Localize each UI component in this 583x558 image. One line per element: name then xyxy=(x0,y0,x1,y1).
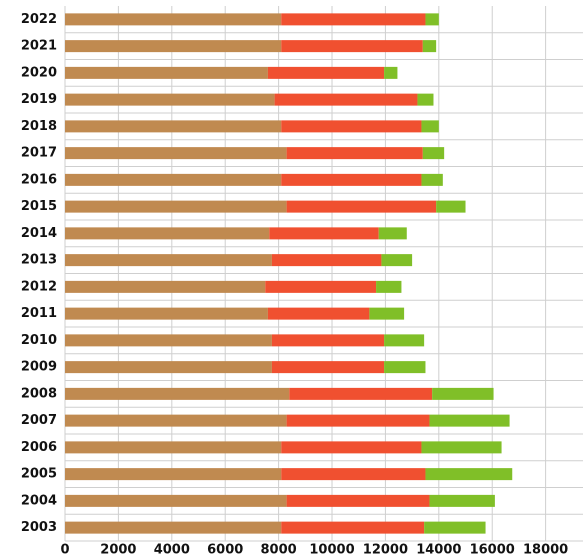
bar-segment xyxy=(422,147,445,160)
bar-segment xyxy=(436,200,466,213)
bar-segment xyxy=(429,494,495,507)
y-tick-label: 2018 xyxy=(21,119,57,134)
bar-segment xyxy=(65,254,272,267)
bar-segment xyxy=(286,147,423,160)
y-tick-label: 2009 xyxy=(21,360,57,375)
bar-segment xyxy=(422,40,437,53)
x-tick-label: 12000 xyxy=(363,543,408,558)
bar-segment xyxy=(65,521,282,534)
y-tick-label: 2013 xyxy=(21,253,57,268)
bar-segment xyxy=(281,468,426,481)
bar-segment xyxy=(424,521,486,534)
bar-segment xyxy=(384,66,398,79)
bar-segment xyxy=(267,307,370,320)
bar-segment xyxy=(369,307,405,320)
y-tick-label: 2003 xyxy=(21,520,57,535)
x-tick-label: 0 xyxy=(60,543,69,558)
y-tick-label: 2011 xyxy=(21,306,57,321)
bar-segment xyxy=(65,441,282,454)
bar-segment xyxy=(65,334,272,347)
bar-segment xyxy=(425,13,439,26)
y-tick-label: 2012 xyxy=(21,279,57,294)
bar-segment xyxy=(281,120,422,133)
bar-segment xyxy=(271,254,382,267)
bar-segment xyxy=(425,468,513,481)
y-tick-label: 2022 xyxy=(21,12,57,27)
bar-segment xyxy=(281,173,422,186)
y-tick-label: 2015 xyxy=(21,199,57,214)
bar-segment xyxy=(286,414,430,427)
bar-segment xyxy=(267,66,385,79)
bar-segment xyxy=(281,13,426,26)
y-tick-label: 2010 xyxy=(21,333,57,348)
bar-segment xyxy=(381,254,413,267)
y-tick-label: 2008 xyxy=(21,386,57,401)
y-tick-label: 2021 xyxy=(21,39,57,54)
y-tick-label: 2020 xyxy=(21,65,57,80)
y-tick-label: 2006 xyxy=(21,440,57,455)
bar-segment xyxy=(65,387,290,400)
bar-segment xyxy=(384,334,425,347)
y-tick-label: 2014 xyxy=(21,226,57,241)
bar-segment xyxy=(286,494,430,507)
bar-segment xyxy=(286,200,437,213)
bar-segment xyxy=(384,361,426,374)
bar-segment xyxy=(429,414,510,427)
bar-segment xyxy=(65,200,287,213)
bar-segment xyxy=(269,227,379,240)
x-tick-label: 4000 xyxy=(154,543,190,558)
bar-segment xyxy=(65,414,287,427)
bar-segment xyxy=(65,280,266,293)
bar-segment xyxy=(281,441,422,454)
bar-segment xyxy=(281,40,423,53)
x-tick-label: 18000 xyxy=(523,543,568,558)
bar-segment xyxy=(271,334,385,347)
x-tick-label: 2000 xyxy=(100,543,136,558)
x-tick-label: 6000 xyxy=(207,543,243,558)
bar-segment xyxy=(65,468,282,481)
bar-segment xyxy=(65,361,272,374)
bar-segment xyxy=(265,280,377,293)
bar-segment xyxy=(65,40,282,53)
bar-segment xyxy=(65,147,287,160)
bar-segment xyxy=(432,387,494,400)
bar-segment xyxy=(417,93,434,106)
bar-segment xyxy=(289,387,433,400)
bar-segment xyxy=(376,280,402,293)
bar-segment xyxy=(378,227,407,240)
bar-segment xyxy=(421,173,443,186)
x-tick-label: 14000 xyxy=(416,543,461,558)
y-tick-label: 2007 xyxy=(21,413,57,428)
bar-segment xyxy=(65,120,282,133)
bar-segment xyxy=(65,173,282,186)
x-tick-label: 8000 xyxy=(261,543,297,558)
bar-segment xyxy=(65,93,275,106)
bar-segment xyxy=(274,93,418,106)
y-tick-label: 2005 xyxy=(21,467,57,482)
bar-segment xyxy=(421,120,439,133)
y-tick-label: 2017 xyxy=(21,146,57,161)
bar-segment xyxy=(65,494,287,507)
bar-segment xyxy=(65,13,282,26)
y-tick-label: 2016 xyxy=(21,172,57,187)
y-tick-label: 2004 xyxy=(21,493,57,508)
bar-segment xyxy=(281,521,425,534)
bar-segment xyxy=(65,66,268,79)
y-tick-label: 2019 xyxy=(21,92,57,107)
bar-segment xyxy=(271,361,385,374)
bar-segment xyxy=(65,227,270,240)
x-tick-label: 10000 xyxy=(309,543,354,558)
x-tick-label: 16000 xyxy=(470,543,515,558)
bar-segment xyxy=(65,307,268,320)
bar-segment xyxy=(421,441,502,454)
